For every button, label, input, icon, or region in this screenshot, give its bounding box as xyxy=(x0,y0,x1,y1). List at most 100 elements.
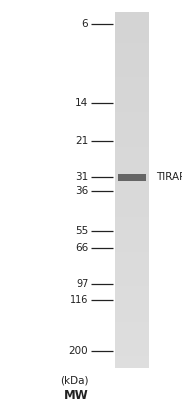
Bar xyxy=(115,325,149,326)
Bar xyxy=(115,258,149,259)
Bar xyxy=(115,169,149,170)
Text: 14: 14 xyxy=(75,98,88,108)
Bar xyxy=(115,332,149,334)
Bar xyxy=(115,255,149,256)
Bar xyxy=(115,276,149,277)
Bar xyxy=(115,226,149,227)
Bar xyxy=(115,309,149,310)
Bar xyxy=(115,75,149,76)
Bar xyxy=(115,38,149,39)
Bar xyxy=(115,88,149,89)
Bar xyxy=(115,227,149,228)
Bar xyxy=(115,119,149,120)
Bar xyxy=(115,121,149,122)
Bar xyxy=(115,184,149,185)
Bar xyxy=(115,273,149,274)
Bar xyxy=(115,306,149,308)
Bar xyxy=(115,264,149,265)
Bar xyxy=(115,250,149,252)
Bar xyxy=(115,335,149,336)
Text: 6: 6 xyxy=(82,20,88,30)
Bar xyxy=(115,156,149,157)
Bar xyxy=(115,286,149,287)
Bar xyxy=(115,127,149,128)
Bar xyxy=(115,76,149,77)
Bar xyxy=(115,294,149,296)
Bar xyxy=(115,34,149,36)
Bar xyxy=(115,25,149,26)
Bar xyxy=(115,259,149,260)
Bar xyxy=(115,136,149,137)
Bar xyxy=(115,208,149,209)
Bar xyxy=(115,183,149,184)
Bar xyxy=(115,132,149,133)
Bar xyxy=(115,26,149,28)
Bar xyxy=(115,106,149,107)
Bar xyxy=(115,341,149,342)
Bar xyxy=(115,334,149,335)
Bar xyxy=(115,348,149,349)
Bar xyxy=(115,45,149,46)
Bar xyxy=(115,322,149,323)
Bar xyxy=(115,160,149,162)
Bar xyxy=(115,162,149,163)
Bar xyxy=(115,236,149,238)
Bar xyxy=(115,355,149,356)
Bar xyxy=(115,347,149,348)
Bar xyxy=(115,128,149,130)
Bar xyxy=(115,118,149,119)
Bar xyxy=(115,229,149,230)
Bar xyxy=(115,220,149,221)
Bar xyxy=(115,299,149,300)
Bar xyxy=(115,211,149,212)
Bar xyxy=(115,190,149,191)
Bar xyxy=(115,298,149,299)
Bar xyxy=(115,12,149,13)
Bar xyxy=(115,77,149,78)
Bar xyxy=(115,110,149,112)
Bar xyxy=(115,84,149,86)
Bar xyxy=(115,29,149,30)
Bar xyxy=(115,202,149,203)
Bar xyxy=(115,186,149,188)
Bar xyxy=(115,249,149,250)
Text: 36: 36 xyxy=(75,186,88,196)
Bar xyxy=(115,104,149,106)
Bar xyxy=(115,196,149,197)
Bar xyxy=(115,191,149,192)
Bar xyxy=(115,134,149,136)
Bar xyxy=(115,163,149,164)
Bar xyxy=(115,54,149,55)
Bar xyxy=(115,22,149,23)
Text: 21: 21 xyxy=(75,136,88,146)
Bar xyxy=(115,24,149,25)
Bar xyxy=(115,362,149,363)
Bar xyxy=(115,188,149,189)
Bar xyxy=(115,242,149,243)
Bar xyxy=(115,338,149,340)
Bar xyxy=(115,340,149,341)
Bar xyxy=(115,114,149,115)
Bar xyxy=(115,314,149,315)
Text: (kDa): (kDa) xyxy=(60,375,88,385)
Bar xyxy=(115,200,149,201)
Bar xyxy=(115,216,149,217)
Bar xyxy=(115,61,149,62)
Bar xyxy=(115,62,149,63)
Bar xyxy=(115,366,149,367)
Bar xyxy=(115,173,149,174)
Bar xyxy=(115,239,149,240)
Bar xyxy=(115,254,149,255)
Bar xyxy=(115,154,149,156)
Bar xyxy=(115,305,149,306)
Bar xyxy=(115,244,149,246)
Bar xyxy=(115,147,149,148)
Bar xyxy=(115,33,149,34)
Bar xyxy=(115,343,149,344)
Text: 116: 116 xyxy=(70,295,88,305)
Bar xyxy=(115,87,149,88)
Bar xyxy=(115,252,149,253)
Bar xyxy=(115,101,149,102)
Bar xyxy=(115,176,149,177)
Bar xyxy=(115,290,149,291)
